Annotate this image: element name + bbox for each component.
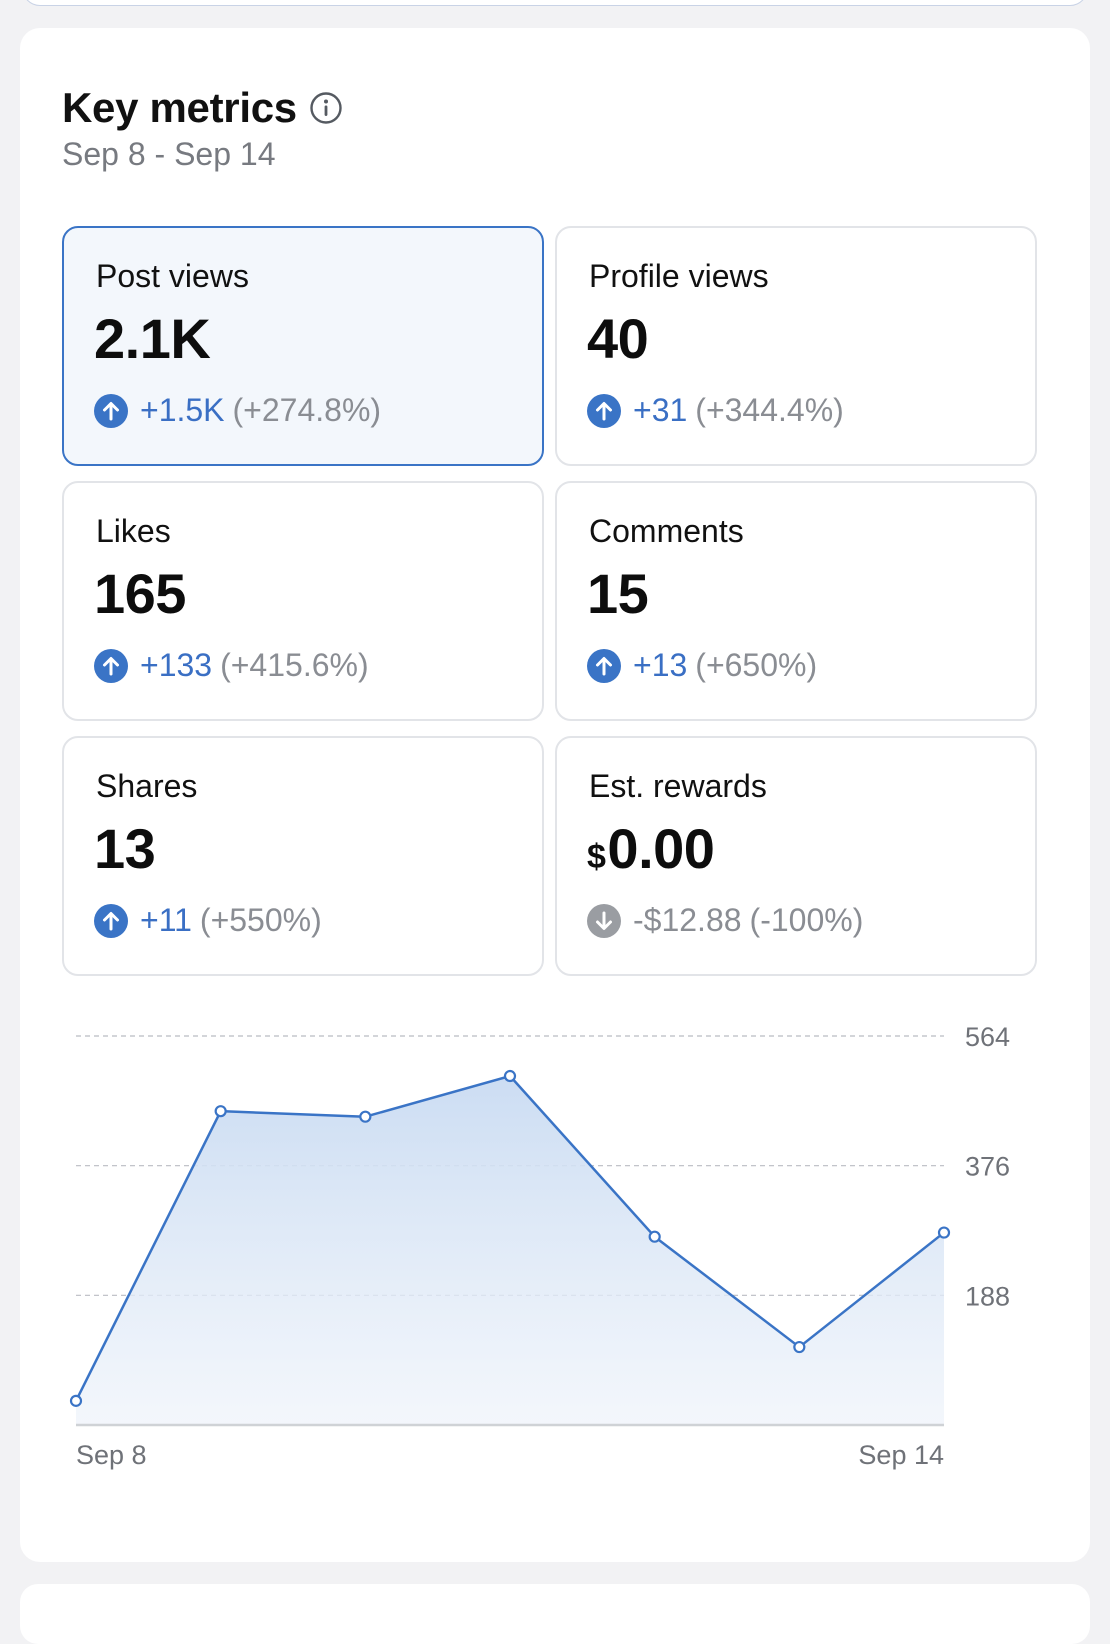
metric-label: Shares — [96, 768, 198, 804]
metric-change: +133 (+415.6%) — [94, 647, 369, 684]
metric-tile-shares[interactable]: Shares 13 +11 (+550%) — [62, 736, 544, 976]
metric-change-value: +133 — [140, 647, 213, 683]
metric-value: 13 — [94, 816, 156, 881]
post-views-chart: 188 376 564 Sep 8 Sep 14 — [69, 1022, 1010, 1470]
metric-tile-est-rewards[interactable]: Est. rewards $0.00 -$12.88 (-100%) — [555, 736, 1037, 976]
metric-change-percent: (+650%) — [695, 647, 818, 683]
data-point[interactable] — [214, 1105, 227, 1118]
metric-change: +11 (+550%) — [94, 902, 322, 939]
metric-value-text: 40 — [587, 307, 649, 370]
arrow-up-circle-icon — [587, 648, 621, 683]
key-metrics-header: Key metrics — [62, 80, 343, 136]
metric-value-text: 13 — [94, 817, 156, 880]
metric-change-percent: (+344.4%) — [695, 392, 844, 428]
next-card-edge — [20, 1584, 1090, 1644]
page-title: Key metrics — [62, 84, 297, 131]
y-tick-label: 564 — [965, 1022, 1010, 1052]
metric-value-text: 15 — [587, 562, 649, 625]
data-point[interactable] — [69, 1394, 83, 1407]
metric-label: Est. rewards — [589, 768, 767, 804]
x-tick-label: Sep 14 — [858, 1440, 944, 1470]
x-tick-label: Sep 8 — [76, 1440, 147, 1470]
metric-change-percent: (+415.6%) — [220, 647, 369, 683]
metric-label: Profile views — [589, 258, 769, 294]
metric-change-value: +11 — [140, 902, 192, 938]
data-point[interactable] — [793, 1340, 806, 1354]
metric-tile-post-views[interactable]: Post views 2.1K +1.5K (+274.8%) — [62, 226, 544, 466]
metric-change-value: +1.5K — [140, 392, 225, 428]
arrow-up-circle-icon — [587, 393, 621, 428]
metric-change-value: -$12.88 — [633, 902, 742, 938]
metric-value-text: 2.1K — [94, 307, 211, 370]
data-point[interactable] — [359, 1110, 372, 1123]
metric-change-percent: (-100%) — [749, 902, 864, 938]
series-area — [76, 1076, 944, 1425]
metric-label: Likes — [96, 513, 171, 549]
metric-value: 40 — [587, 306, 649, 371]
metric-change: +1.5K (+274.8%) — [94, 392, 381, 429]
metric-tile-likes[interactable]: Likes 165 +133 (+415.6%) — [62, 481, 544, 721]
date-range: Sep 8 - Sep 14 — [62, 136, 276, 172]
arrow-down-circle-icon — [587, 903, 621, 938]
metric-value: 165 — [94, 561, 186, 626]
metric-change: +13 (+650%) — [587, 647, 817, 684]
info-icon[interactable] — [309, 91, 343, 125]
key-metrics-card: Key metrics Sep 8 - Sep 14 Post views 2.… — [20, 28, 1090, 1562]
metric-tile-profile-views[interactable]: Profile views 40 +31 (+344.4%) — [555, 226, 1037, 466]
data-point[interactable] — [937, 1226, 951, 1239]
metric-value: 15 — [587, 561, 649, 626]
metric-change: -$12.88 (-100%) — [587, 902, 863, 939]
y-tick-label: 376 — [965, 1152, 1010, 1182]
metric-change-value: +31 — [633, 392, 688, 428]
data-point[interactable] — [648, 1230, 661, 1243]
metric-tile-comments[interactable]: Comments 15 +13 (+650%) — [555, 481, 1037, 721]
metric-change-value: +13 — [633, 647, 688, 683]
y-tick-label: 188 — [965, 1281, 1010, 1311]
data-point[interactable] — [503, 1069, 517, 1083]
metric-label: Post views — [96, 258, 249, 294]
arrow-up-circle-icon — [94, 648, 128, 683]
arrow-up-circle-icon — [94, 903, 128, 938]
currency-symbol: $ — [587, 838, 606, 876]
metric-value-text: 0.00 — [607, 817, 715, 880]
metric-value: 2.1K — [94, 306, 211, 371]
metric-change-percent: (+274.8%) — [232, 392, 382, 428]
arrow-up-circle-icon — [94, 393, 128, 428]
metric-value-text: 165 — [94, 562, 186, 625]
metric-value: $0.00 — [587, 816, 715, 881]
metric-change: +31 (+344.4%) — [587, 392, 844, 429]
metric-change-percent: (+550%) — [199, 902, 322, 938]
metric-label: Comments — [589, 513, 744, 549]
previous-card-edge — [22, 0, 1088, 6]
